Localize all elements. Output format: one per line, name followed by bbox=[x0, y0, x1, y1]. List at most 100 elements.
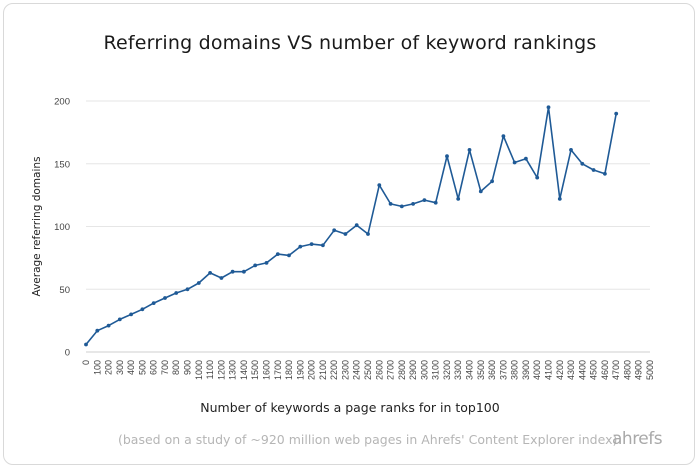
x-tick-label: 3600 bbox=[487, 360, 497, 380]
data-point bbox=[174, 291, 179, 295]
data-point bbox=[95, 328, 100, 333]
x-tick-label: 700 bbox=[160, 360, 170, 375]
y-tick-label: 150 bbox=[54, 159, 70, 170]
x-tick-label: 3000 bbox=[419, 360, 429, 380]
x-tick-label: 1300 bbox=[228, 360, 238, 380]
x-tick-label: 1400 bbox=[239, 360, 249, 380]
footnote: (based on a study of ~920 million web pa… bbox=[118, 432, 618, 447]
data-point bbox=[422, 198, 427, 203]
data-point bbox=[151, 301, 156, 305]
data-point bbox=[129, 312, 134, 317]
data-point bbox=[196, 281, 201, 285]
x-tick-label: 4900 bbox=[634, 360, 644, 380]
x-tick-label: 4600 bbox=[600, 360, 610, 380]
x-tick-label: 400 bbox=[126, 360, 136, 375]
data-point bbox=[106, 323, 111, 328]
x-tick-label: 2500 bbox=[363, 360, 373, 380]
data-point bbox=[309, 242, 314, 247]
y-tick-label: 100 bbox=[54, 222, 70, 233]
data-point bbox=[411, 202, 415, 206]
x-tick-label: 2200 bbox=[329, 360, 339, 380]
x-tick-label: 1800 bbox=[284, 360, 294, 380]
x-tick-label: 2800 bbox=[397, 360, 407, 380]
data-point bbox=[445, 154, 449, 159]
data-point bbox=[433, 200, 438, 205]
x-tick-label: 3200 bbox=[442, 360, 452, 380]
x-tick-label: 4400 bbox=[577, 360, 587, 380]
x-tick-label: 2600 bbox=[374, 360, 384, 380]
data-point bbox=[603, 171, 607, 176]
data-point bbox=[219, 276, 224, 280]
x-tick-label: 800 bbox=[171, 360, 181, 375]
data-point bbox=[388, 202, 393, 206]
data-point bbox=[512, 160, 517, 165]
x-tick-label: 4000 bbox=[532, 360, 542, 380]
data-point bbox=[546, 105, 551, 110]
data-point bbox=[185, 287, 190, 292]
data-point bbox=[275, 252, 280, 256]
x-tick-label: 4100 bbox=[543, 360, 553, 380]
x-tick-label: 3800 bbox=[510, 360, 520, 380]
data-point bbox=[117, 317, 122, 322]
data-point bbox=[287, 253, 291, 258]
data-point bbox=[298, 244, 303, 249]
ahrefs-logo: ahrefs bbox=[612, 429, 663, 449]
x-tick-label: 1200 bbox=[216, 360, 226, 380]
data-point bbox=[366, 232, 370, 236]
chart-title: Referring domains VS number of keyword r… bbox=[103, 32, 597, 54]
data-point bbox=[163, 296, 167, 300]
x-tick-label: 4700 bbox=[611, 360, 621, 380]
x-axis-label: Number of keywords a page ranks for in t… bbox=[200, 400, 500, 415]
x-tick-label: 5000 bbox=[645, 360, 655, 380]
data-point bbox=[524, 156, 528, 161]
x-tick-label: 3500 bbox=[476, 360, 486, 380]
data-point bbox=[467, 148, 472, 152]
data-point bbox=[140, 307, 145, 312]
data-point bbox=[501, 134, 506, 139]
data-point bbox=[264, 261, 269, 265]
x-tick-label: 1600 bbox=[261, 360, 271, 380]
y-tick-label: 200 bbox=[54, 97, 70, 108]
x-tick-label: 2300 bbox=[340, 360, 350, 380]
x-tick-label: 4500 bbox=[589, 360, 599, 380]
data-point bbox=[456, 197, 461, 201]
x-tick-label: 2100 bbox=[318, 360, 328, 380]
x-tick-label: 1000 bbox=[194, 360, 204, 380]
series-line bbox=[85, 106, 617, 346]
data-point bbox=[535, 175, 540, 180]
y-axis-label: Average referring domains bbox=[31, 157, 43, 297]
data-point bbox=[230, 269, 235, 274]
y-tick-label: 0 bbox=[65, 348, 70, 359]
data-point bbox=[354, 223, 359, 228]
y-tick-label: 50 bbox=[59, 285, 70, 296]
x-tick-label: 0 bbox=[81, 360, 91, 365]
data-point bbox=[490, 179, 494, 184]
x-tick-label: 2700 bbox=[386, 360, 396, 380]
chart-card bbox=[3, 3, 695, 465]
data-point bbox=[208, 271, 213, 275]
x-tick-label: 200 bbox=[104, 360, 114, 375]
data-point bbox=[614, 111, 619, 116]
x-tick-label: 1500 bbox=[250, 360, 260, 380]
x-tick-label: 1700 bbox=[273, 360, 283, 380]
data-point bbox=[478, 189, 483, 194]
x-tick-label: 3300 bbox=[453, 360, 463, 380]
x-tick-label: 600 bbox=[149, 360, 159, 375]
x-tick-label: 2400 bbox=[352, 360, 362, 380]
data-point bbox=[343, 232, 348, 236]
data-point bbox=[84, 342, 88, 347]
x-tick-label: 3900 bbox=[521, 360, 531, 380]
x-tick-label: 3400 bbox=[465, 360, 475, 380]
x-tick-label: 300 bbox=[115, 360, 125, 375]
x-tick-label: 1900 bbox=[295, 360, 305, 380]
x-tick-label: 4800 bbox=[622, 360, 632, 380]
data-point bbox=[569, 148, 573, 152]
x-tick-label: 1100 bbox=[205, 360, 215, 379]
x-tick-label: 100 bbox=[92, 360, 102, 375]
x-tick-label: 3100 bbox=[431, 360, 441, 380]
x-tick-label: 900 bbox=[183, 360, 193, 375]
x-tick-label: 4300 bbox=[566, 360, 576, 380]
data-point bbox=[332, 228, 337, 233]
data-point bbox=[253, 263, 258, 268]
data-point bbox=[591, 168, 596, 172]
